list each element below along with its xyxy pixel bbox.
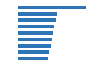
Bar — [18, 6, 86, 9]
Bar — [18, 38, 52, 41]
Bar — [18, 25, 54, 28]
Bar — [18, 12, 57, 16]
Bar — [18, 50, 49, 54]
Bar — [18, 57, 48, 60]
Bar — [18, 31, 53, 35]
Bar — [18, 18, 56, 22]
Bar — [18, 44, 51, 48]
